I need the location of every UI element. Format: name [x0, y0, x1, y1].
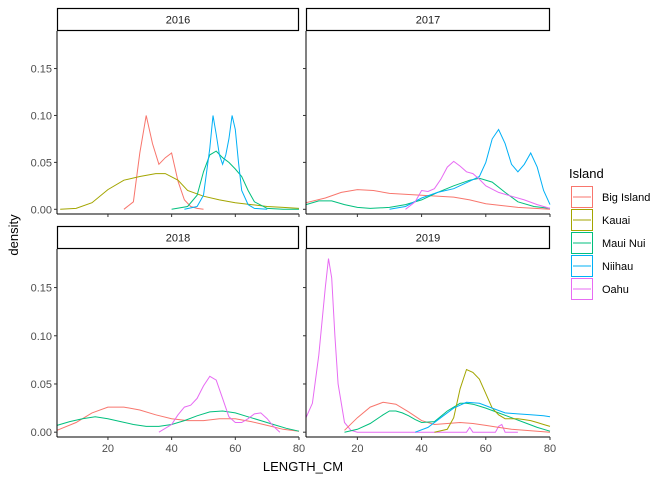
density-line-oahu	[305, 258, 518, 433]
y-tick-label: 0.00	[31, 427, 52, 439]
facet-strip-2018	[56, 225, 300, 250]
legend: Island Big Island Kauai Maui Nui Niihau Oahu	[569, 166, 650, 300]
density-line-maui-nui	[344, 402, 551, 433]
facet-panel-2016: 2016 0.00 0.05 0.10 0.15	[31, 7, 300, 217]
y-tick-label: 0.05	[31, 157, 52, 169]
y-tick-label: 0.00	[31, 204, 52, 216]
density-line-niihau	[389, 128, 551, 210]
density-line-niihau	[415, 401, 551, 433]
facet-strip-label-2018: 2018	[166, 233, 190, 245]
y-tick-label: 0.05	[31, 379, 52, 391]
density-line-kauai	[434, 368, 551, 433]
legend-label-kauai: Kauai	[602, 215, 630, 227]
x-tick-label: 80	[293, 443, 305, 455]
facet-strip-label-2019: 2019	[416, 233, 440, 245]
facet-panel-2017: 2017	[303, 7, 551, 217]
density-line-big-island	[123, 115, 204, 210]
density-line-big-island	[344, 401, 551, 433]
density-line-maui-nui	[171, 150, 299, 210]
density-line-oahu	[405, 160, 551, 210]
x-tick-label: 20	[102, 443, 114, 455]
facet-strip-label-2016: 2016	[166, 15, 190, 27]
density-line-maui-nui	[305, 177, 551, 209]
x-tick-label: 20	[351, 443, 363, 455]
facet-panel-2018: 2018 0.00 0.05 0.10 0.15 20 40 60 80	[31, 225, 305, 455]
y-tick-label: 0.10	[31, 110, 52, 122]
density-line-oahu	[158, 375, 281, 433]
legend-title: Island	[569, 166, 604, 181]
facet-panel-2019: 2019 20 40 60 80	[303, 225, 556, 455]
density-line-maui-nui	[56, 410, 300, 432]
x-axis-title: LENGTH_CM	[263, 459, 343, 474]
y-tick-label: 0.15	[31, 283, 52, 295]
x-tick-label: 60	[229, 443, 241, 455]
facet-strip-label-2017: 2017	[416, 15, 440, 27]
density-line-big-island	[305, 189, 551, 210]
legend-label-oahu: Oahu	[602, 284, 629, 296]
x-tick-label: 60	[480, 443, 492, 455]
y-tick-label: 0.10	[31, 331, 52, 343]
y-axis-title: density	[6, 214, 21, 256]
legend-label-maui-nui: Maui Nui	[602, 238, 645, 250]
legend-label-big-island: Big Island	[602, 192, 650, 204]
facet-strip-2017	[305, 7, 551, 32]
y-tick-label: 0.15	[31, 64, 52, 76]
x-tick-label: 40	[415, 443, 427, 455]
x-tick-label: 40	[166, 443, 178, 455]
facet-strip-2016	[56, 7, 300, 32]
density-line-kauai	[60, 173, 300, 210]
legend-label-niihau: Niihau	[602, 261, 633, 273]
facet-strip-2019	[305, 225, 551, 250]
x-tick-label: 80	[544, 443, 556, 455]
density-line-big-island	[56, 406, 300, 432]
density-line-niihau	[184, 115, 268, 210]
